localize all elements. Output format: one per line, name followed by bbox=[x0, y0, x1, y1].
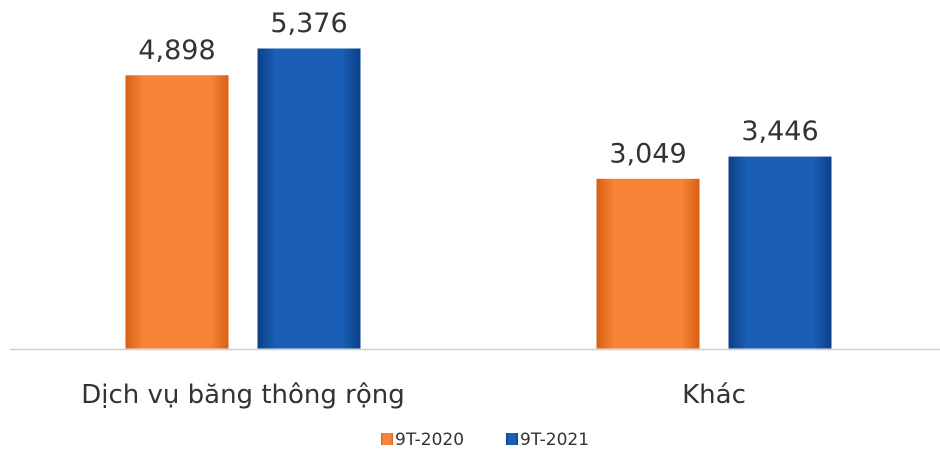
bar-9t-2020-0 bbox=[124, 74, 230, 350]
data-label-9t-2021-0: 5,376 bbox=[270, 8, 347, 39]
data-label-9t-2020-0: 4,898 bbox=[138, 35, 215, 66]
bar-9t-2021-1 bbox=[727, 155, 833, 350]
category-label-0: Dịch vụ băng thông rộng bbox=[81, 380, 405, 410]
legend-label-0: 9T-2020 bbox=[395, 430, 464, 450]
legend-swatch-1 bbox=[506, 433, 518, 445]
data-label-9t-2020-1: 3,049 bbox=[609, 138, 686, 169]
labels-layer: 4,898 5,376 Dịch vụ băng thông rộng 3,049 3,… bbox=[81, 8, 818, 410]
data-label-9t-2021-1: 3,446 bbox=[741, 116, 818, 147]
legend: 9T-2020 9T-2021 bbox=[381, 430, 589, 450]
category-label-1: Khác bbox=[682, 380, 746, 410]
legend-swatch-0 bbox=[381, 433, 393, 445]
bars-layer bbox=[124, 47, 833, 350]
legend-label-1: 9T-2021 bbox=[520, 430, 589, 450]
bar-9t-2020-1 bbox=[595, 177, 701, 350]
bar-9t-2021-0 bbox=[256, 47, 362, 350]
